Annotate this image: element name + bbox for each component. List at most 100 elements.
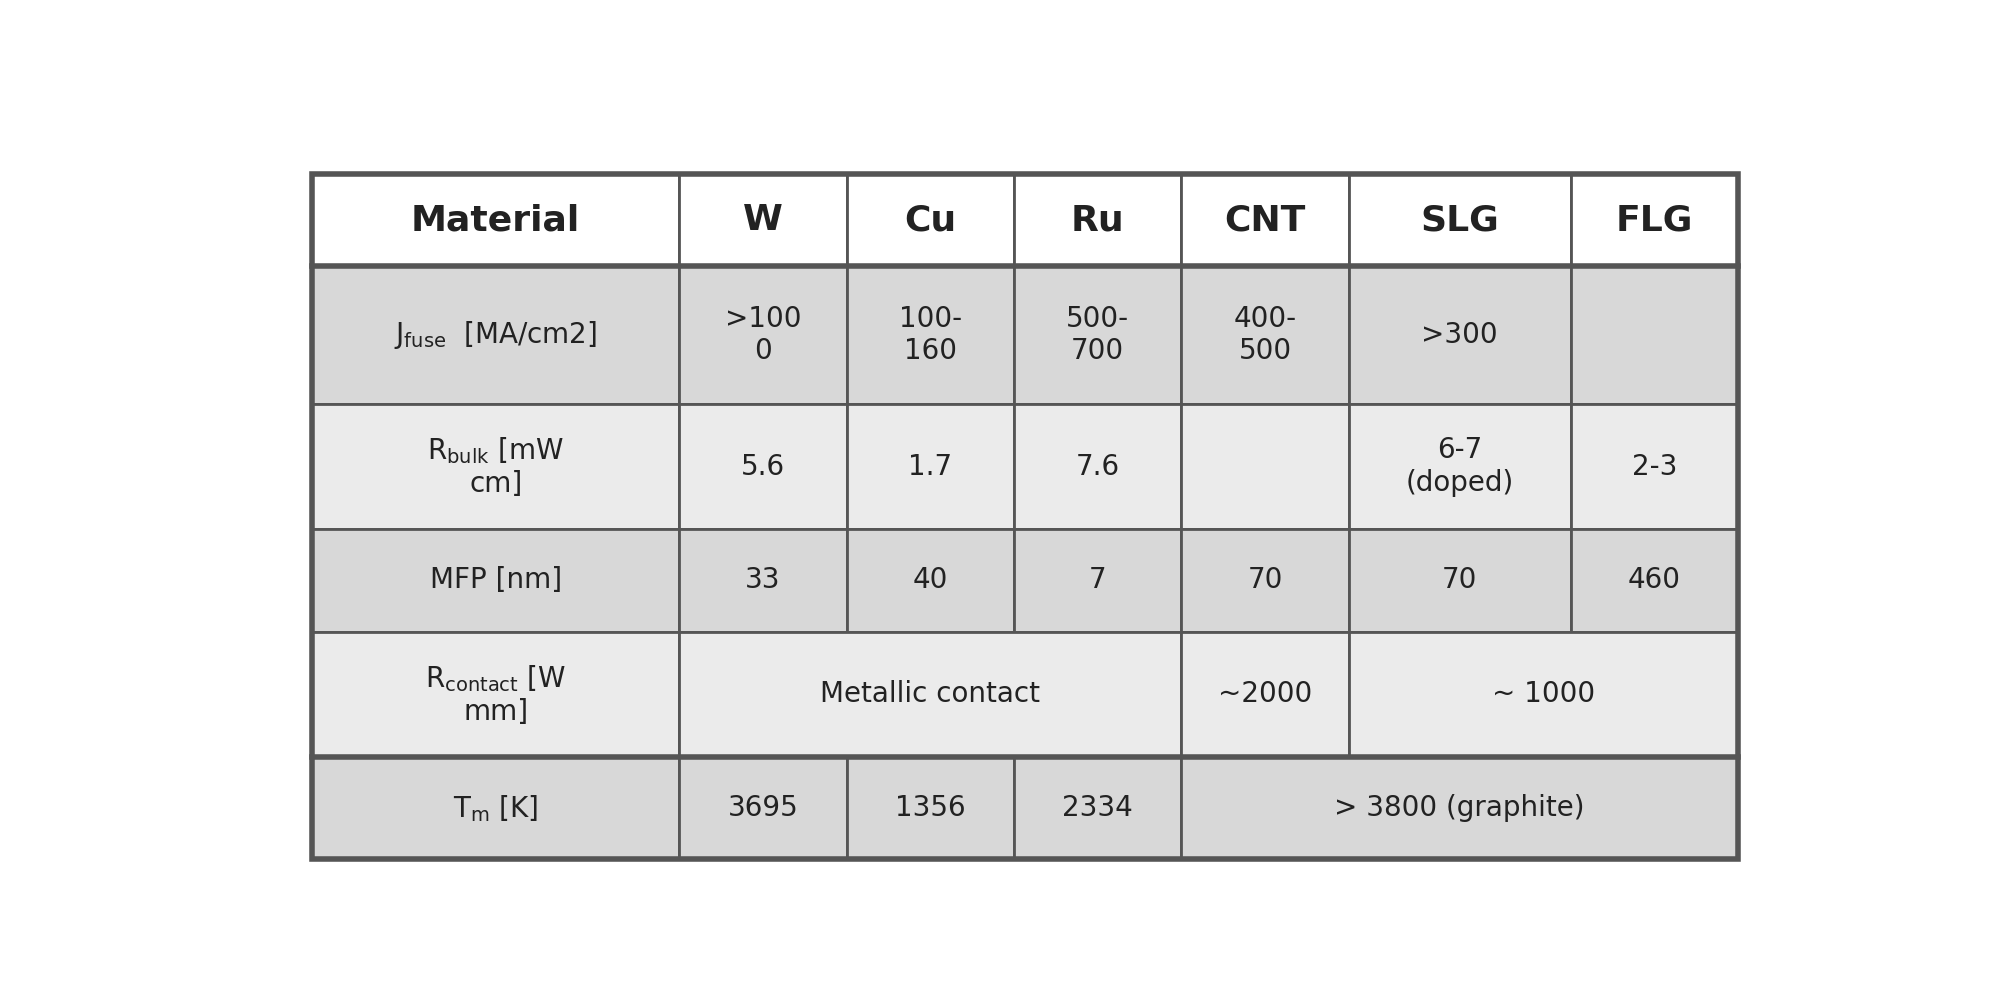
Text: Cu: Cu bbox=[904, 203, 956, 237]
Text: MFP [nm]: MFP [nm] bbox=[430, 566, 562, 594]
Bar bbox=[1182, 266, 1348, 404]
Bar bbox=[312, 632, 680, 757]
Bar bbox=[312, 529, 680, 632]
Bar bbox=[1182, 404, 1348, 529]
Bar bbox=[846, 529, 1014, 632]
Bar bbox=[1182, 529, 1348, 632]
Text: >300: >300 bbox=[1422, 321, 1498, 349]
Bar bbox=[1182, 174, 1348, 266]
Bar bbox=[312, 757, 680, 859]
Text: 2-3: 2-3 bbox=[1632, 453, 1678, 481]
Bar bbox=[312, 266, 680, 404]
Bar bbox=[1348, 529, 1570, 632]
Bar bbox=[1182, 757, 1738, 859]
Bar bbox=[1014, 266, 1182, 404]
Bar bbox=[1182, 757, 1348, 859]
Bar bbox=[846, 266, 1014, 404]
Bar bbox=[846, 404, 1014, 529]
Text: Material: Material bbox=[412, 203, 580, 237]
Text: 33: 33 bbox=[746, 566, 780, 594]
Text: R$_\mathregular{bulk}$ [mW
cm]: R$_\mathregular{bulk}$ [mW cm] bbox=[428, 435, 564, 498]
Bar bbox=[680, 632, 846, 757]
Text: 6-7
(doped): 6-7 (doped) bbox=[1406, 436, 1514, 497]
Bar bbox=[680, 404, 846, 529]
Bar bbox=[1014, 529, 1182, 632]
Bar bbox=[1348, 404, 1570, 529]
Bar bbox=[1348, 632, 1738, 757]
Bar bbox=[1570, 174, 1738, 266]
Bar bbox=[846, 757, 1014, 859]
Bar bbox=[846, 632, 1014, 757]
Bar bbox=[680, 529, 846, 632]
Text: CNT: CNT bbox=[1224, 203, 1306, 237]
Bar bbox=[1570, 266, 1738, 404]
Bar bbox=[680, 757, 846, 859]
Bar bbox=[312, 174, 680, 266]
Text: R$_\mathregular{contact}$ [W
mm]: R$_\mathregular{contact}$ [W mm] bbox=[426, 663, 566, 726]
Bar bbox=[846, 174, 1014, 266]
Text: >100
0: >100 0 bbox=[724, 305, 802, 365]
Bar bbox=[680, 174, 846, 266]
Text: 70: 70 bbox=[1248, 566, 1282, 594]
Text: ~ 1000: ~ 1000 bbox=[1492, 680, 1594, 708]
Bar bbox=[1014, 266, 1182, 404]
Text: 500-
700: 500- 700 bbox=[1066, 305, 1130, 365]
Text: 460: 460 bbox=[1628, 566, 1680, 594]
Text: SLG: SLG bbox=[1420, 203, 1500, 237]
Bar bbox=[1014, 404, 1182, 529]
Bar bbox=[680, 266, 846, 404]
Bar bbox=[1570, 266, 1738, 404]
Text: 40: 40 bbox=[912, 566, 948, 594]
Text: Ru: Ru bbox=[1070, 203, 1124, 237]
Bar bbox=[846, 757, 1014, 859]
Text: T$_\mathregular{m}$ [K]: T$_\mathregular{m}$ [K] bbox=[454, 793, 538, 824]
Bar bbox=[312, 404, 680, 529]
Bar bbox=[1014, 174, 1182, 266]
Bar bbox=[680, 404, 846, 529]
Text: 7.6: 7.6 bbox=[1076, 453, 1120, 481]
Bar bbox=[1348, 529, 1570, 632]
Bar bbox=[1348, 174, 1570, 266]
Bar bbox=[1182, 404, 1348, 529]
Text: 2334: 2334 bbox=[1062, 794, 1134, 822]
Bar bbox=[1570, 529, 1738, 632]
Bar bbox=[680, 266, 846, 404]
Bar bbox=[680, 632, 1182, 757]
Text: 5.6: 5.6 bbox=[742, 453, 786, 481]
Bar bbox=[1014, 632, 1182, 757]
Bar bbox=[1014, 529, 1182, 632]
Bar bbox=[846, 266, 1014, 404]
Text: J$_\mathregular{fuse}$  [MA/cm2]: J$_\mathregular{fuse}$ [MA/cm2] bbox=[394, 319, 598, 351]
Bar bbox=[1570, 757, 1738, 859]
Text: 70: 70 bbox=[1442, 566, 1478, 594]
Text: 1.7: 1.7 bbox=[908, 453, 952, 481]
Bar bbox=[1570, 404, 1738, 529]
Bar bbox=[1348, 266, 1570, 404]
Bar bbox=[1182, 529, 1348, 632]
Bar bbox=[1182, 632, 1348, 757]
Bar bbox=[1014, 757, 1182, 859]
Text: 3695: 3695 bbox=[728, 794, 798, 822]
Bar bbox=[1570, 632, 1738, 757]
Bar bbox=[1348, 266, 1570, 404]
Text: 100-
160: 100- 160 bbox=[898, 305, 962, 365]
Bar bbox=[1182, 266, 1348, 404]
Text: > 3800 (graphite): > 3800 (graphite) bbox=[1334, 794, 1584, 822]
Text: W: W bbox=[744, 203, 784, 237]
Bar bbox=[1570, 529, 1738, 632]
Text: Metallic contact: Metallic contact bbox=[820, 680, 1040, 708]
Bar bbox=[846, 529, 1014, 632]
Bar bbox=[846, 404, 1014, 529]
Bar bbox=[1570, 404, 1738, 529]
Bar bbox=[1348, 632, 1570, 757]
Bar bbox=[1348, 757, 1570, 859]
Bar bbox=[1014, 757, 1182, 859]
Bar bbox=[1182, 632, 1348, 757]
Text: ~2000: ~2000 bbox=[1218, 680, 1312, 708]
Text: 400-
500: 400- 500 bbox=[1234, 305, 1296, 365]
Bar bbox=[1348, 404, 1570, 529]
Text: 7: 7 bbox=[1088, 566, 1106, 594]
Bar bbox=[680, 529, 846, 632]
Bar bbox=[312, 174, 1738, 859]
Bar bbox=[680, 757, 846, 859]
